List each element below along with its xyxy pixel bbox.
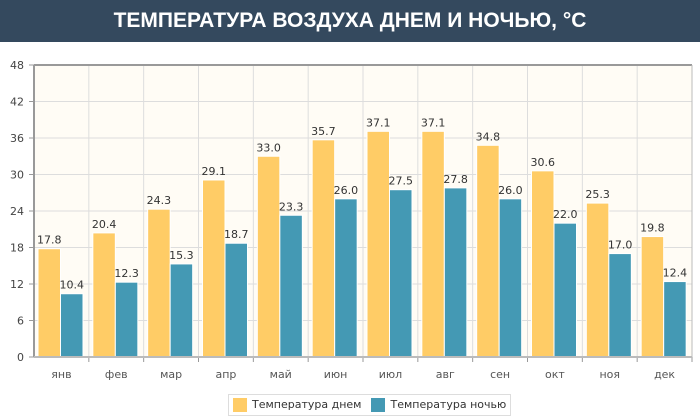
y-tick-label: 42 (10, 96, 24, 109)
data-label: 25.3 (585, 188, 610, 201)
chart-title: ТЕМПЕРАТУРА ВОЗДУХА ДНЕМ И НОЧЬЮ, °C (0, 0, 700, 42)
x-tick-label: авг (436, 368, 455, 381)
x-tick-label: окт (545, 368, 565, 381)
y-tick-label: 0 (17, 351, 24, 364)
bar-day (366, 130, 390, 358)
data-label: 27.5 (389, 175, 414, 188)
data-label: 26.0 (334, 184, 359, 197)
y-tick-label: 36 (10, 132, 24, 145)
bar-night (60, 293, 84, 358)
data-label: 34.8 (476, 130, 501, 143)
bar-day (92, 232, 116, 358)
x-tick-label: мар (160, 368, 182, 381)
data-label: 17.8 (37, 234, 62, 247)
bar-day (256, 155, 281, 358)
data-label: 30.6 (531, 156, 556, 169)
bar-night (224, 242, 248, 358)
legend-item-night[interactable]: Температура ночью (371, 398, 506, 412)
data-label: 27.8 (443, 173, 468, 186)
bar-night (443, 187, 468, 358)
data-label: 37.1 (366, 116, 391, 129)
legend-item-day[interactable]: Температура днем (233, 398, 361, 412)
data-label: 20.4 (92, 218, 117, 231)
legend-swatch-night (371, 398, 386, 412)
y-tick-label: 18 (10, 242, 24, 255)
x-tick-label: янв (51, 368, 71, 381)
data-label: 23.3 (279, 200, 304, 213)
bar-night (498, 198, 523, 358)
data-label: 35.7 (311, 125, 336, 138)
bar-day (585, 202, 610, 358)
x-tick-label: апр (215, 368, 236, 381)
bar-day (421, 130, 445, 358)
data-label: 10.4 (60, 279, 85, 292)
bar-night (169, 263, 194, 358)
bar-day (37, 248, 61, 358)
legend-swatch-day (233, 398, 247, 412)
x-tick-label: июн (324, 368, 348, 381)
data-label: 22.0 (553, 208, 578, 221)
data-label: 17.0 (608, 239, 633, 252)
bar-night (608, 253, 632, 358)
data-label: 37.1 (421, 116, 446, 129)
data-label: 26.0 (498, 184, 523, 197)
bar-night (279, 214, 303, 358)
data-label: 12.4 (663, 267, 688, 280)
x-tick-label: ноя (599, 368, 620, 381)
x-tick-label: сен (490, 368, 510, 381)
y-tick-label: 12 (10, 278, 24, 291)
bar-day (640, 236, 665, 358)
y-tick-label: 30 (10, 169, 24, 182)
bar-night (334, 198, 358, 358)
data-label: 24.3 (147, 194, 172, 207)
legend-label-day: Температура днем (252, 398, 362, 411)
bar-day (311, 139, 336, 358)
data-label: 12.3 (114, 267, 139, 280)
y-tick-label: 6 (17, 315, 24, 328)
bar-night (553, 222, 577, 358)
y-tick-label: 24 (10, 205, 24, 218)
bar-day (202, 179, 226, 358)
bar-day (476, 144, 500, 358)
x-tick-label: фев (105, 368, 128, 381)
legend: Температура днем Температура ночью (228, 394, 512, 416)
x-tick-label: май (270, 368, 292, 381)
y-tick-label: 48 (10, 59, 24, 72)
x-tick-label: июл (379, 368, 402, 381)
data-label: 18.7 (224, 228, 249, 241)
data-label: 29.1 (202, 165, 227, 178)
data-label: 33.0 (256, 141, 281, 154)
bar-night (114, 281, 139, 358)
data-label: 19.8 (640, 222, 665, 235)
bar-night (389, 189, 413, 358)
legend-label-night: Температура ночью (390, 398, 507, 411)
bar-day (147, 208, 171, 358)
bar-day (531, 170, 555, 358)
x-tick-label: дек (654, 368, 675, 381)
bar-night (663, 281, 687, 358)
data-label: 15.3 (169, 249, 194, 262)
